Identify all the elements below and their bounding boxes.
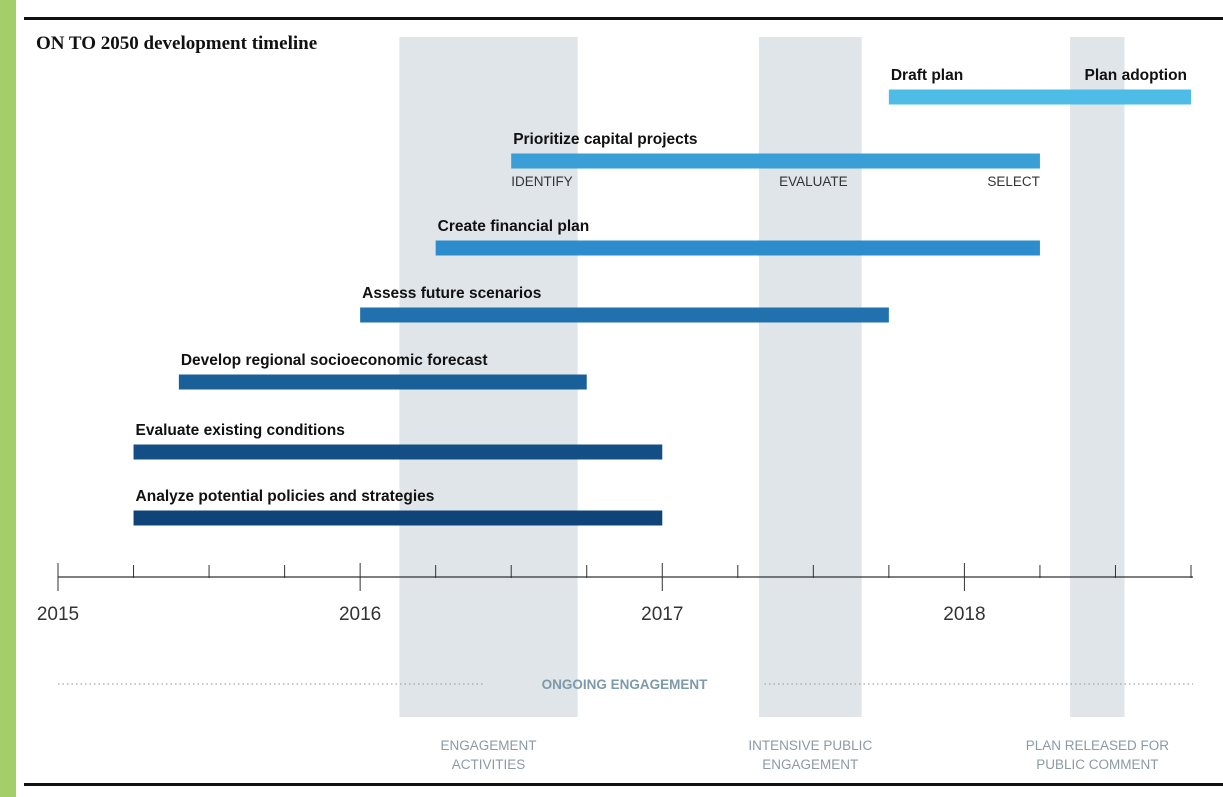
task-bar: [435, 240, 1040, 256]
top-rule: [24, 17, 1223, 20]
task-bar: [888, 89, 1191, 105]
ongoing-engagement-label: ONGOING ENGAGEMENT: [542, 677, 709, 692]
task-label: Create financial plan: [438, 218, 590, 235]
task-bar: [360, 307, 889, 323]
task-label: Prioritize capital projects: [513, 131, 697, 148]
engagement-band-label: ENGAGEMENT: [762, 757, 858, 772]
task-bar: [178, 374, 587, 390]
task-label: Assess future scenarios: [362, 285, 541, 302]
task-label: Analyze potential policies and strategie…: [136, 488, 435, 505]
x-tick-label: 2018: [943, 604, 985, 625]
engagement-band-label: PLAN RELEASED FOR: [1026, 738, 1170, 753]
engagement-band-label: INTENSIVE PUBLIC: [748, 738, 872, 753]
x-tick-label: 2017: [641, 604, 683, 625]
x-tick-label: 2016: [339, 604, 381, 625]
task-phase-label: SELECT: [987, 174, 1040, 189]
task-label: Develop regional socioeconomic forecast: [181, 352, 488, 369]
timeline-chart: ENGAGEMENT ACTIVITIES INTENSIVE PUBLIC ENGA…: [37, 37, 1193, 772]
task-bar: [133, 444, 663, 460]
chart-canvas: ON TO 2050 development timeline ENGAGEME…: [16, 0, 1223, 797]
engagement-band-label: ACTIVITIES: [452, 757, 526, 772]
engagement-band: [1070, 37, 1125, 717]
task-phase-label: IDENTIFY: [511, 174, 573, 189]
engagement-band-label: ENGAGEMENT: [441, 738, 537, 753]
task-bar: [133, 510, 663, 526]
task-phase-label: EVALUATE: [779, 174, 848, 189]
bottom-rule: [24, 783, 1223, 786]
task-label: Evaluate existing conditions: [136, 422, 345, 439]
chart-title: ON TO 2050 development timeline: [36, 33, 318, 54]
task-end-label: Plan adoption: [1085, 67, 1187, 84]
engagement-band-label: PUBLIC COMMENT: [1036, 757, 1158, 772]
engagement-band: [758, 37, 862, 717]
task-label: Draft plan: [891, 67, 963, 84]
x-tick-label: 2015: [37, 604, 79, 625]
task-bar: [511, 153, 1040, 169]
